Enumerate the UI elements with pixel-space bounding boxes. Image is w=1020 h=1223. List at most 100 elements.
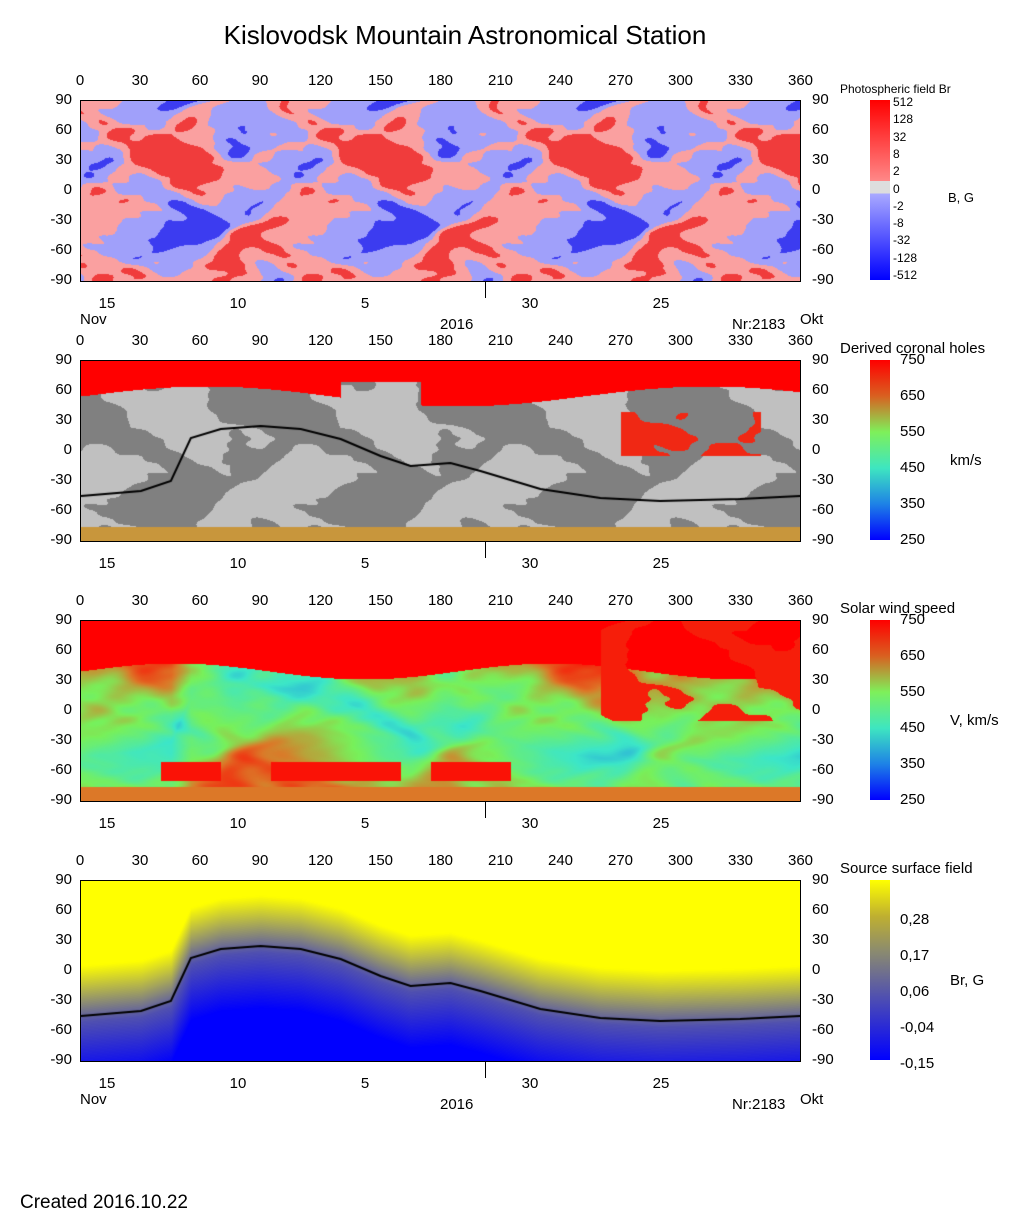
date-tick-label: 5 <box>360 295 370 312</box>
lon-tick-label: 210 <box>488 852 514 869</box>
lon-tick-label: 240 <box>548 72 574 89</box>
colorbar-tick-label: 550 <box>900 683 926 700</box>
date-tick-label: 25 <box>652 1075 670 1092</box>
lon-tick-label: 30 <box>131 852 149 869</box>
date-tick-label: 30 <box>521 815 539 832</box>
lon-tick-label: 90 <box>251 852 269 869</box>
page-title: Kislovodsk Mountain Astronomical Station <box>223 20 707 50</box>
lat-tick-label-right: -30 <box>812 211 834 228</box>
colorbar-tick-label: -32 <box>893 233 911 248</box>
date-tick-label: 30 <box>521 1075 539 1092</box>
lon-tick-label: 360 <box>788 332 814 349</box>
lat-tick-label-right: 30 <box>812 671 829 688</box>
lat-tick-label-right: -90 <box>812 1051 834 1068</box>
date-tick-label: 30 <box>521 555 539 572</box>
lat-tick-label-right: 60 <box>812 901 829 918</box>
lon-tick-label: 180 <box>428 852 454 869</box>
lat-tick-label-right: -90 <box>812 271 834 288</box>
date-tick-label: 25 <box>652 815 670 832</box>
lon-tick-label: 90 <box>251 592 269 609</box>
lat-tick-label-left: 0 <box>63 441 72 458</box>
colorbar-tick-label: 350 <box>900 755 926 772</box>
lon-tick-label: 0 <box>75 72 85 89</box>
year: 2016 <box>440 316 474 333</box>
lon-tick-label: 120 <box>308 332 334 349</box>
heatmap-plot <box>80 100 801 282</box>
week-marker <box>485 542 486 558</box>
lon-tick-label: 330 <box>728 592 754 609</box>
lon-tick-label: 210 <box>488 332 514 349</box>
date-tick-label: 10 <box>229 815 247 832</box>
lon-tick-label: 180 <box>428 592 454 609</box>
lat-tick-label-left: 90 <box>55 351 72 368</box>
lat-tick-label-right: -60 <box>812 501 834 518</box>
lat-tick-label-left: 90 <box>55 91 72 108</box>
lon-tick-label: 210 <box>488 72 514 89</box>
lat-tick-label-right: 30 <box>812 151 829 168</box>
lon-tick-label: 360 <box>788 852 814 869</box>
colorbar-tick-label: -0,15 <box>900 1055 935 1072</box>
lon-tick-label: 60 <box>191 852 209 869</box>
date-tick-label: 25 <box>652 555 670 572</box>
week-marker <box>485 1062 486 1078</box>
lat-tick-label-left: -90 <box>50 531 72 548</box>
heatmap-canvas <box>81 621 800 801</box>
lon-tick-label: 300 <box>668 852 694 869</box>
colorbar-tick-label: 32 <box>893 129 907 144</box>
colorbar-tick-label: 650 <box>900 387 926 404</box>
lon-tick-label: 90 <box>251 72 269 89</box>
colorbar-tick-label: -512 <box>893 268 918 282</box>
date-tick-label: 30 <box>521 295 539 312</box>
lon-tick-label: 90 <box>251 332 269 349</box>
lon-tick-label: 330 <box>728 72 754 89</box>
lon-tick-label: 360 <box>788 592 814 609</box>
colorbar-unit: km/s <box>950 452 982 469</box>
lat-tick-label-right: 0 <box>812 961 821 978</box>
lat-tick-label-right: 90 <box>812 611 829 628</box>
lat-tick-label-left: 30 <box>55 151 72 168</box>
colorbar-tick-label: 550 <box>900 423 926 440</box>
colorbar-tick-label: 350 <box>900 495 926 512</box>
colorbar-tick-label: 250 <box>900 791 926 808</box>
lon-tick-label: 60 <box>191 332 209 349</box>
date-tick-label: 25 <box>652 295 670 312</box>
lat-tick-label-left: -90 <box>50 271 72 288</box>
lon-tick-label: 240 <box>548 852 574 869</box>
lat-tick-label-left: 0 <box>63 961 72 978</box>
lat-tick-label-left: 60 <box>55 381 72 398</box>
lat-tick-label-left: -30 <box>50 731 72 748</box>
colorbar-title: Source surface field <box>840 860 973 877</box>
date-tick-label: 10 <box>229 1075 247 1092</box>
lon-tick-label: 30 <box>131 72 149 89</box>
lat-tick-label-left: 0 <box>63 701 72 718</box>
heatmap-canvas <box>81 361 800 541</box>
date-tick-label: 10 <box>229 555 247 572</box>
lat-tick-label-left: 60 <box>55 901 72 918</box>
heatmap-canvas <box>81 101 800 281</box>
lon-tick-label: 330 <box>728 332 754 349</box>
lat-tick-label-right: 60 <box>812 641 829 658</box>
date-tick-label: 15 <box>98 1075 116 1092</box>
colorbar-tick-label: -128 <box>893 250 918 265</box>
lon-tick-label: 0 <box>75 332 85 349</box>
lon-tick-label: 30 <box>131 592 149 609</box>
heatmap-canvas <box>81 881 800 1061</box>
lat-tick-label-right: 60 <box>812 381 829 398</box>
lat-tick-label-left: 30 <box>55 671 72 688</box>
date-tick-label: 15 <box>98 295 116 312</box>
colorbar-tick-label: -0,04 <box>900 1019 935 1036</box>
lon-tick-label: 360 <box>788 72 814 89</box>
heatmap-plot <box>80 620 801 802</box>
lat-tick-label-right: 30 <box>812 931 829 948</box>
lon-tick-label: 330 <box>728 852 754 869</box>
lon-tick-label: 150 <box>368 332 394 349</box>
colorbar-tick-label: 0,17 <box>900 947 930 964</box>
lon-tick-label: 270 <box>608 332 634 349</box>
lat-tick-label-right: -90 <box>812 791 834 808</box>
lat-tick-label-left: -60 <box>50 241 72 258</box>
week-marker <box>485 282 486 298</box>
lon-tick-label: 30 <box>131 332 149 349</box>
lon-tick-label: 270 <box>608 852 634 869</box>
month-left: Nov <box>80 311 107 328</box>
lat-tick-label-left: -90 <box>50 1051 72 1068</box>
